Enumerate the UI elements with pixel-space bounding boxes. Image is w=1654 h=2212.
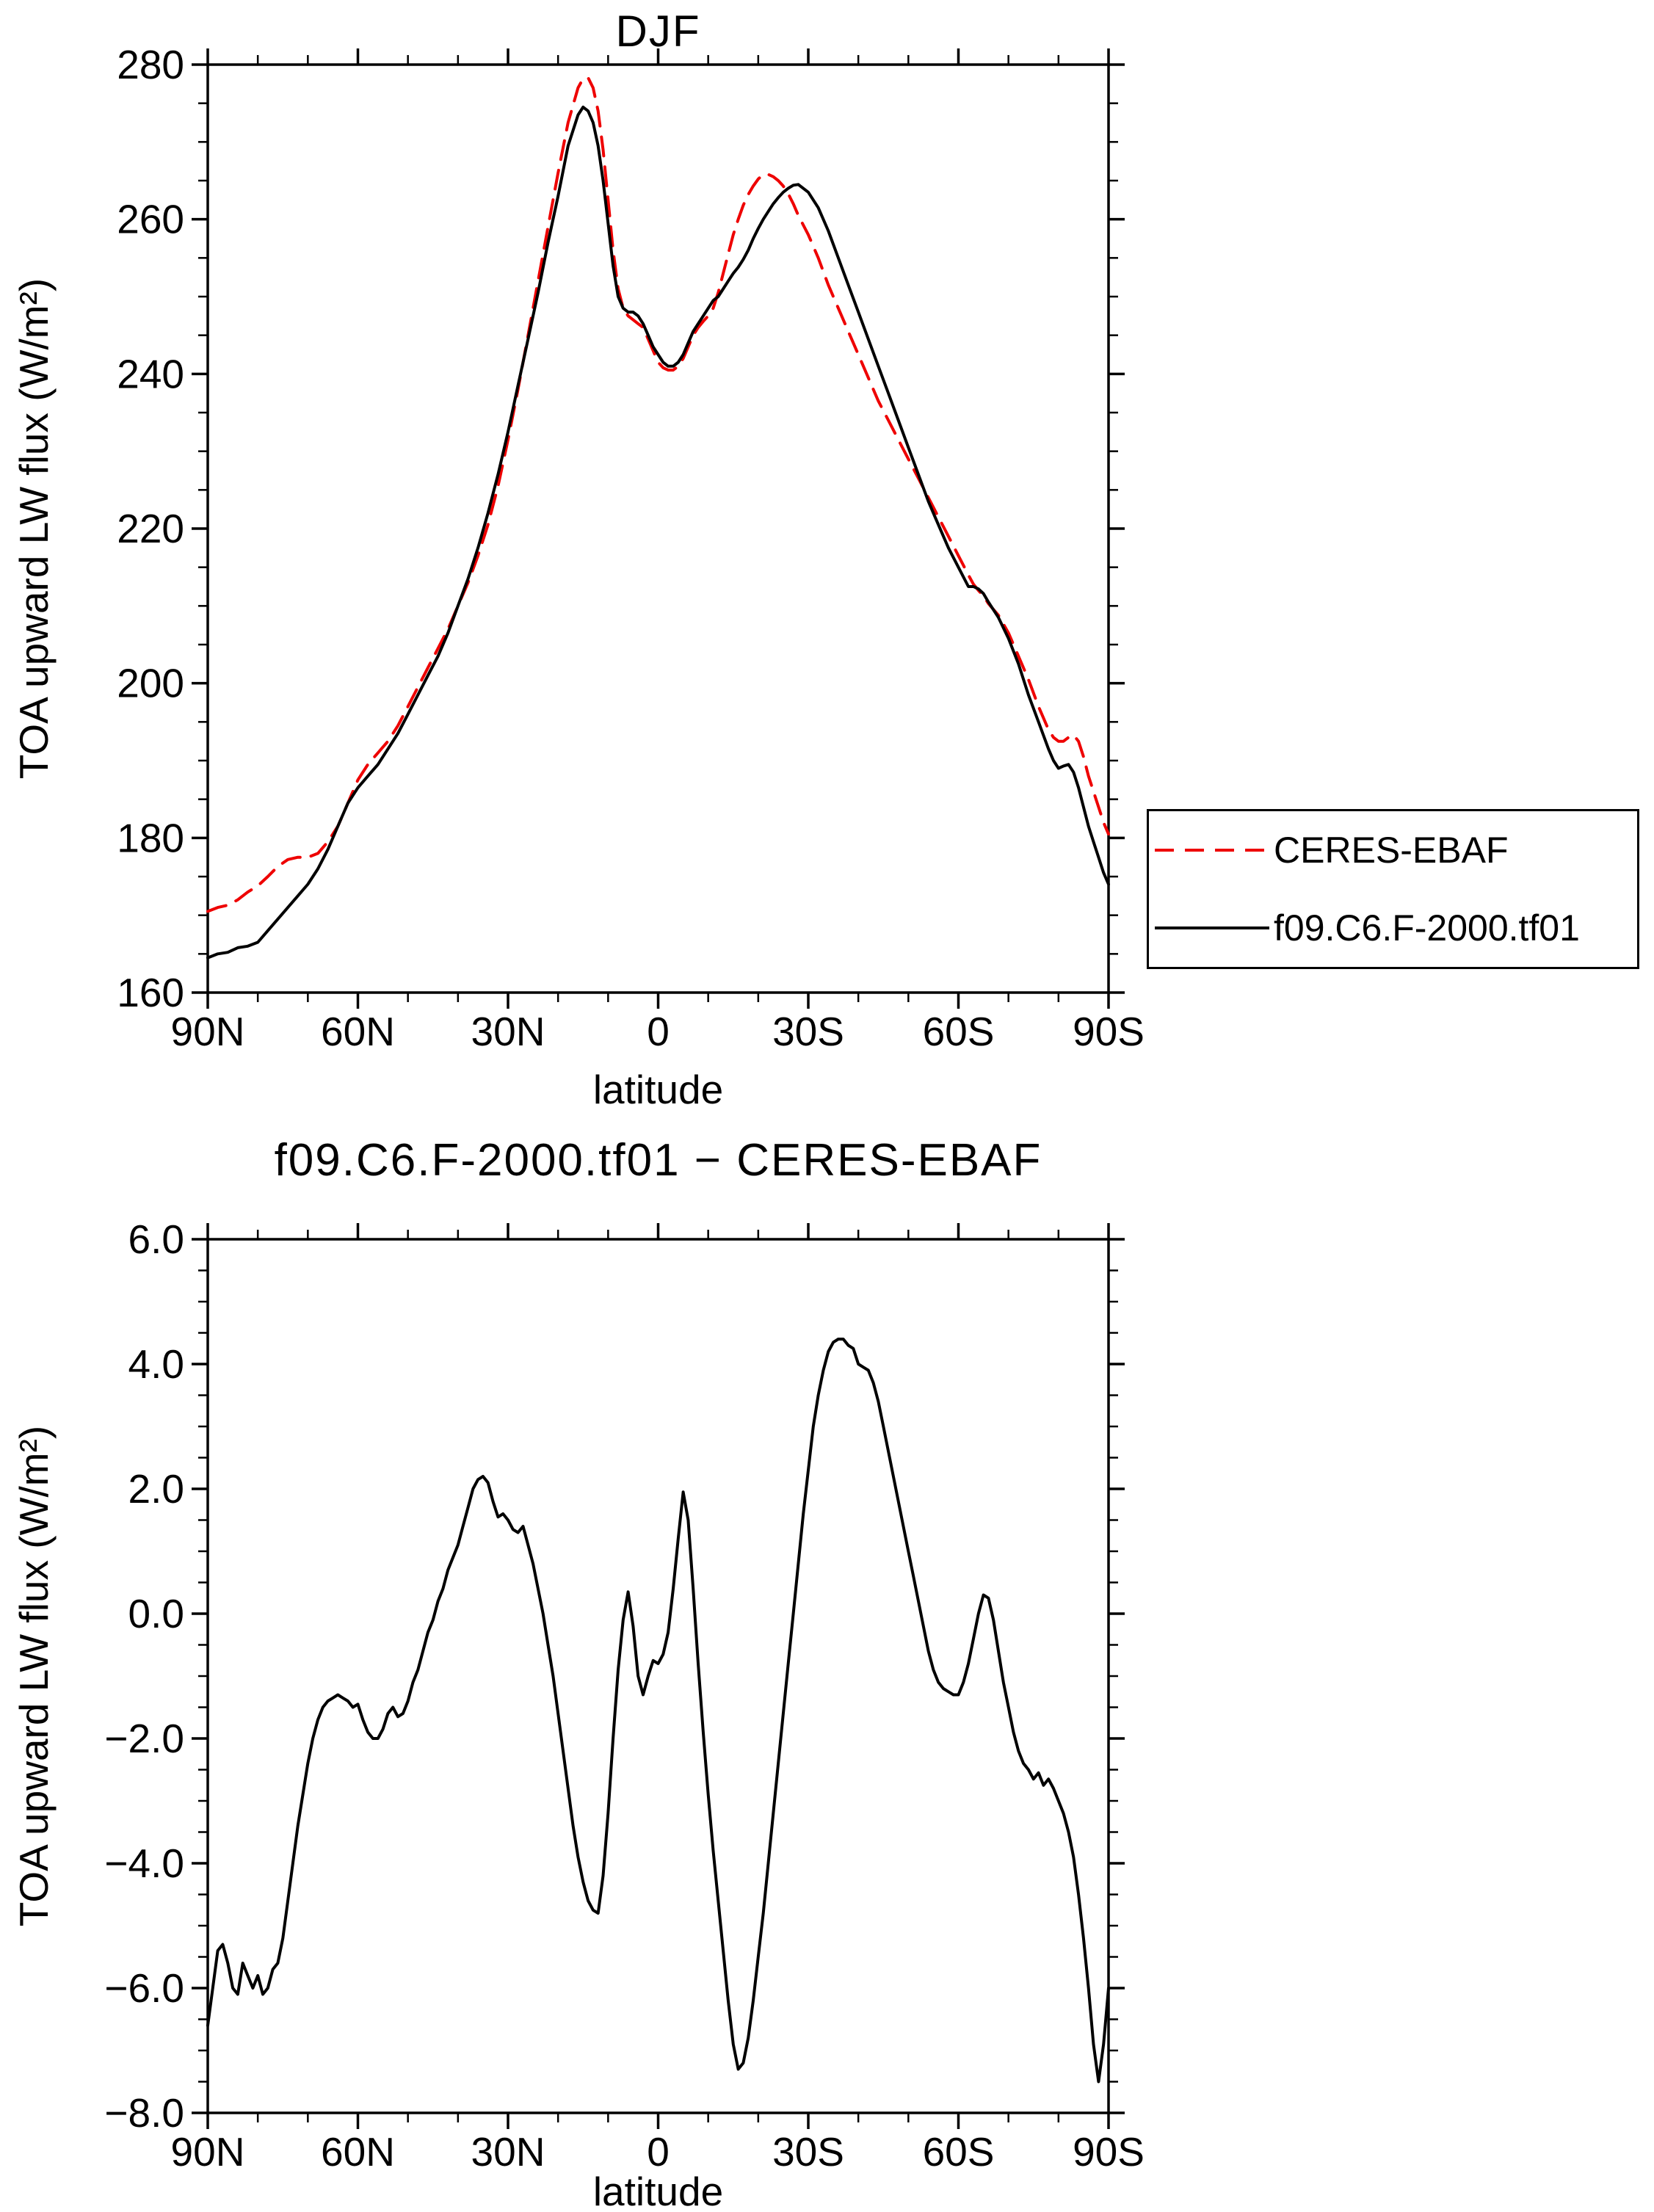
legend-entry-ceres-ebaf: CERES-EBAF: [1149, 811, 1637, 889]
bottom-x-tick-label: 0: [647, 2129, 670, 2175]
bottom-series-line-0: [206, 1338, 1110, 2084]
bottom-x-tick-label: 90S: [1073, 2129, 1145, 2175]
top-chart-y-axis-label: TOA upward LW flux (W/m²): [11, 278, 57, 780]
legend-box: CERES-EBAF f09.C6.F-2000.tf01: [1147, 809, 1639, 969]
bottom-x-tick-label: 30S: [772, 2129, 844, 2175]
top-chart-x-axis-label: latitude: [592, 1067, 724, 1112]
bottom-x-tick-label: 60S: [923, 2129, 995, 2175]
top-x-tick-label: 60S: [923, 1009, 995, 1054]
bottom-y-tick-label: 0.0: [128, 1591, 184, 1636]
top-x-tick-label: 90N: [171, 1009, 245, 1054]
top-y-tick-label: 260: [117, 197, 184, 242]
top-x-tick-label: 60N: [321, 1009, 395, 1054]
bottom-x-tick-label: 90N: [171, 2129, 245, 2175]
bottom-y-tick-label: 6.0: [128, 1216, 184, 1262]
bottom-x-tick-label: 60N: [321, 2129, 395, 2175]
bottom-y-tick-label: −8.0: [104, 2090, 184, 2136]
bottom-y-tick-label: −2.0: [104, 1716, 184, 1761]
top-series-line-0: [206, 76, 1110, 913]
bottom-axis-frame: [206, 1238, 1110, 2114]
top-chart-title: DJF: [615, 7, 701, 56]
top-y-tick-label: 280: [117, 42, 184, 87]
legend-entry-model: f09.C6.F-2000.tf01: [1149, 889, 1637, 967]
top-x-tick-label: 0: [647, 1009, 670, 1054]
top-x-tick-label: 90S: [1073, 1009, 1145, 1054]
top-y-tick-label: 220: [117, 506, 184, 551]
bottom-chart-y-axis-label: TOA upward LW flux (W/m²): [11, 1425, 57, 1927]
top-y-tick-label: 180: [117, 815, 184, 860]
top-x-tick-label: 30N: [471, 1009, 545, 1054]
bottom-y-tick-label: −6.0: [104, 1965, 184, 2011]
bottom-y-tick-label: 2.0: [128, 1466, 184, 1512]
top-series-line-1: [206, 105, 1110, 960]
bottom-y-tick-label: −4.0: [104, 1841, 184, 1886]
ceres-ebaf-line-sample: [1155, 849, 1269, 852]
top-y-tick-label: 240: [117, 351, 184, 396]
top-y-tick-label: 200: [117, 661, 184, 706]
legend-label-ceres-ebaf: CERES-EBAF: [1274, 830, 1509, 871]
top-axis-frame: [206, 63, 1110, 994]
top-x-tick-label: 30S: [772, 1009, 844, 1054]
legend-label-model: f09.C6.F-2000.tf01: [1274, 907, 1580, 949]
top-y-tick-label: 160: [117, 970, 184, 1015]
bottom-x-tick-label: 30N: [471, 2129, 545, 2175]
model-line-sample: [1155, 926, 1269, 929]
bottom-y-tick-label: 4.0: [128, 1341, 184, 1387]
bottom-chart-title: f09.C6.F-2000.tf01 − CERES-EBAF: [274, 1135, 1042, 1186]
bottom-chart-x-axis-label: latitude: [592, 2169, 724, 2212]
